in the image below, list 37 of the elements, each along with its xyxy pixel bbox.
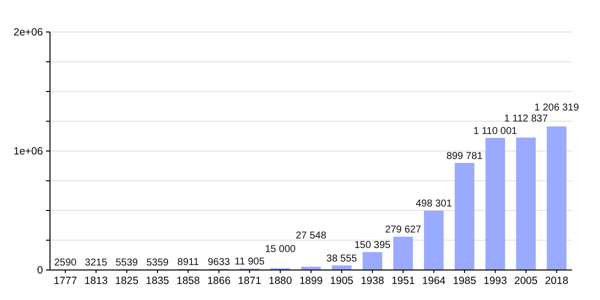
data-label: 8911 [177,256,200,268]
data-label: 15 000 [264,244,296,256]
x-tick-label: 1951 [391,275,415,287]
x-tick-label: 1871 [238,275,262,287]
x-tick-label: 1825 [115,275,139,287]
x-tick-label: 1858 [176,275,200,287]
data-label: 38 555 [326,253,358,264]
data-label: 498 301 [416,198,452,210]
x-tick-label: 1938 [360,275,384,287]
x-tick-label: 1835 [146,275,170,287]
data-label: 1 110 001 [473,126,518,137]
data-label: 3215 [84,258,108,269]
x-tick-label: 2005 [514,275,538,287]
x-tick-label: 1985 [452,275,476,287]
data-label: 2590 [54,258,77,269]
data-label: 5539 [116,257,138,268]
x-tick-label: 1777 [54,275,78,287]
data-label: 899 781 [446,150,484,162]
data-label: 5359 [146,257,170,268]
x-tick-label: 1964 [422,275,446,287]
x-tick-label: 1813 [84,275,108,287]
data-label: 1 112 837 [504,114,548,125]
x-tick-label: 1993 [484,275,508,287]
y-tick-label: 2e+06 [14,26,44,39]
y-tick-label: 0 [37,264,44,277]
data-label: 11 905 [234,256,265,268]
data-label: 27 548 [296,230,327,242]
data-label: 150 395 [354,240,391,252]
x-tick-label: 1866 [207,275,231,287]
x-tick-label: 1899 [299,275,323,287]
x-tick-label: 1905 [330,275,354,287]
data-label: 279 627 [385,224,422,236]
data-label: 1 206 319 [534,102,580,114]
x-tick-label: 1880 [268,275,292,287]
y-tick-label: 1e+06 [14,146,44,158]
x-tick-label: 2018 [544,275,568,287]
data-label: 9633 [208,256,230,268]
